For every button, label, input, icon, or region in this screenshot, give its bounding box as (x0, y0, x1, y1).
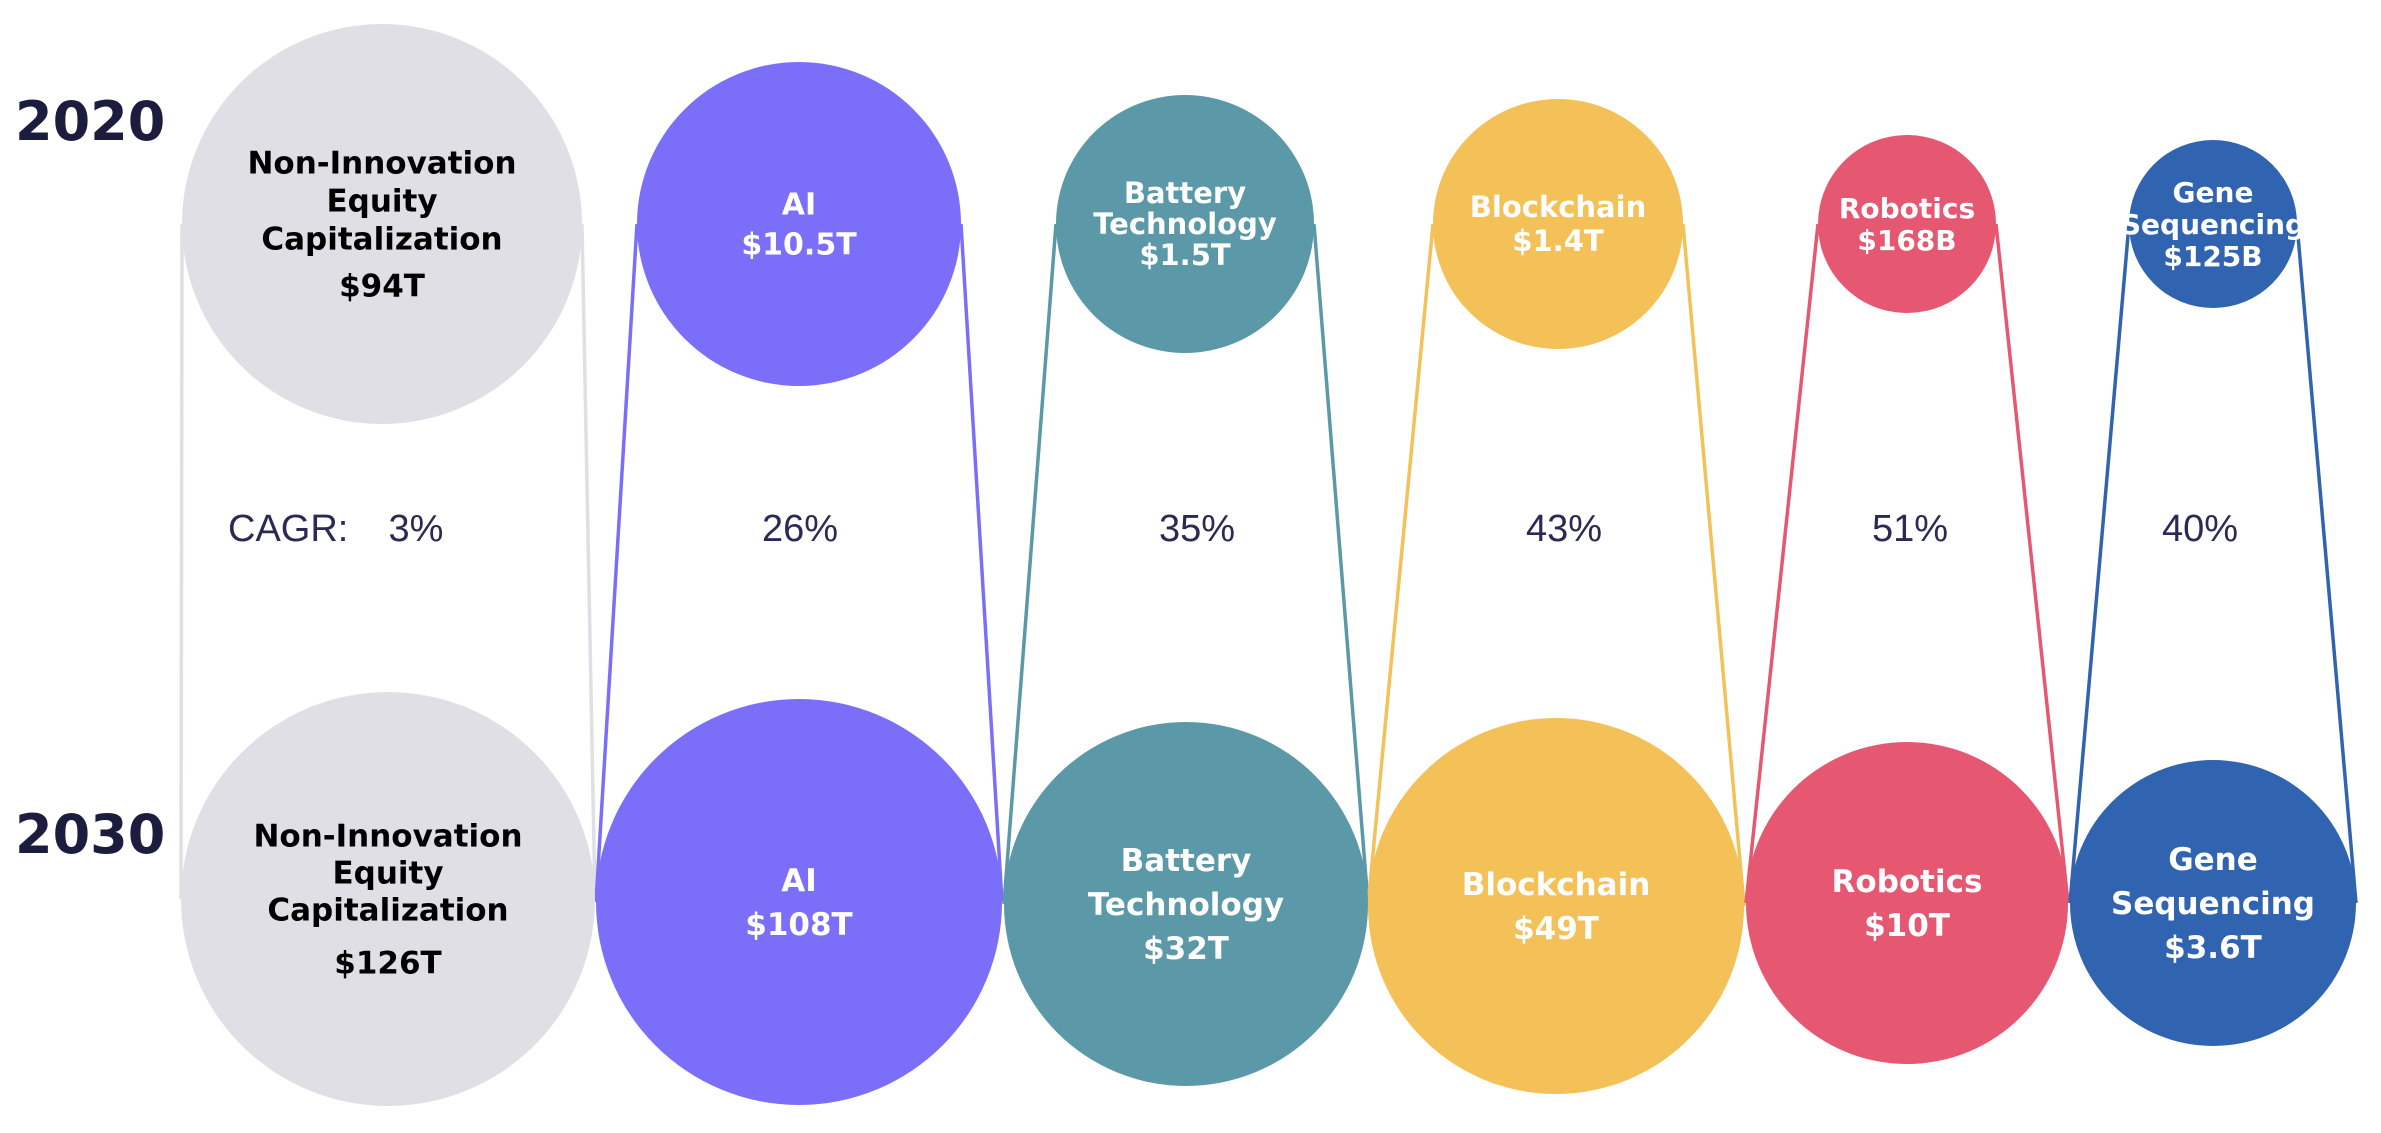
non-innovation-equity-capitalization-2020-name-line: Equity (326, 183, 437, 219)
year-label-2030: 2030 (15, 803, 165, 866)
blockchain-bubble-2020 (1433, 99, 1683, 349)
gene-sequencing-bubble-2020 (2129, 140, 2297, 308)
robotics-connector-right (1994, 223, 2070, 904)
robotics-bubble-2030 (1746, 742, 2068, 1064)
ai-2030-value: $108T (745, 907, 852, 943)
ai-bubble-2030 (596, 699, 1002, 1105)
blockchain-connector-right (1681, 223, 1746, 907)
blockchain-bubble-2030 (1368, 718, 1744, 1094)
bubbles (181, 24, 2356, 1106)
robotics-cagr: 51% (1872, 508, 1948, 550)
battery-technology-cagr: 35% (1159, 508, 1235, 550)
robotics-2030-name-line: Robotics (1832, 864, 1983, 900)
ai-cagr: 26% (762, 508, 838, 550)
non-innovation-equity-capitalization-2020-value: $94T (339, 268, 425, 304)
non-innovation-equity-capitalization-cagr: 3% (389, 508, 444, 550)
non-innovation-equity-capitalization-2020-name-line: Non-Innovation (247, 145, 516, 181)
battery-technology-bubble-2020 (1056, 95, 1314, 353)
cagr-values: 3% 26% 35% 43% 51% 40% (389, 508, 2238, 550)
gene-sequencing-2020-name-line: Sequencing (2121, 208, 2305, 241)
non-innovation-equity-capitalization-bubble-2020 (182, 24, 582, 424)
robotics-2020-name-line: Robotics (1839, 192, 1975, 225)
gene-sequencing-2030-name-line: Gene (2168, 842, 2258, 878)
battery-technology-bubble-2030 (1004, 722, 1368, 1086)
non-innovation-equity-capitalization-bubble-2030 (181, 692, 595, 1106)
connector-lines (179, 223, 2358, 907)
gene-sequencing-connector-right (2295, 223, 2358, 904)
gene-sequencing-2020-value: $125B (2163, 240, 2262, 273)
blockchain-2020-value: $1.4T (1512, 224, 1604, 258)
blockchain-2020-name-line: Blockchain (1470, 190, 1646, 224)
ai-bubble-2020 (637, 62, 961, 386)
cagr-label: CAGR: (228, 508, 348, 550)
ai-connector-right (959, 223, 1004, 903)
battery-technology-2020-name-line: Technology (1093, 207, 1277, 241)
non-innovation-equity-capitalization-2030-name-line: Capitalization (267, 892, 508, 928)
gene-sequencing-2020-name-line: Gene (2173, 176, 2254, 209)
non-innovation-equity-capitalization-connector-left (179, 223, 184, 900)
blockchain-2030-value: $49T (1513, 911, 1599, 947)
robotics-2030-value: $10T (1864, 908, 1950, 944)
gene-sequencing-connector-left (2068, 223, 2131, 904)
non-innovation-equity-capitalization-connector-right (580, 223, 597, 900)
gene-sequencing-bubble-2030 (2070, 760, 2356, 1046)
ai-2020-value: $10.5T (741, 228, 857, 263)
battery-technology-2030-name-line: Battery (1121, 843, 1252, 879)
non-innovation-equity-capitalization-2030-name-line: Non-Innovation (253, 818, 522, 854)
ai-2030-name-line: AI (781, 863, 817, 899)
ai-connector-left (594, 223, 639, 903)
battery-technology-connector-left (1002, 223, 1058, 905)
robotics-2020-value: $168B (1857, 224, 1956, 257)
robotics-connector-left (1744, 223, 1820, 904)
blockchain-connector-left (1366, 223, 1435, 907)
robotics-bubble-2020 (1818, 135, 1996, 313)
battery-technology-2020-name-line: Battery (1124, 176, 1246, 210)
battery-technology-2020-value: $1.5T (1139, 238, 1231, 272)
gene-sequencing-cagr: 40% (2162, 508, 2238, 550)
blockchain-2030-name-line: Blockchain (1462, 867, 1651, 903)
battery-technology-connector-right (1312, 223, 1370, 905)
bubble-labels: Non-InnovationEquityCapitalization$94TNo… (247, 145, 2315, 981)
non-innovation-equity-capitalization-2030-value: $126T (334, 945, 441, 981)
non-innovation-equity-capitalization-2020-name-line: Capitalization (261, 221, 502, 257)
gene-sequencing-2030-value: $3.6T (2164, 930, 2262, 966)
blockchain-cagr: 43% (1526, 508, 1602, 550)
non-innovation-equity-capitalization-2030-name-line: Equity (332, 855, 443, 891)
year-label-2020: 2020 (15, 90, 165, 153)
ai-2020-name-line: AI (782, 188, 816, 223)
battery-technology-2030-name-line: Technology (1088, 887, 1284, 923)
battery-technology-2030-value: $32T (1143, 931, 1229, 967)
gene-sequencing-2030-name-line: Sequencing (2111, 886, 2315, 922)
